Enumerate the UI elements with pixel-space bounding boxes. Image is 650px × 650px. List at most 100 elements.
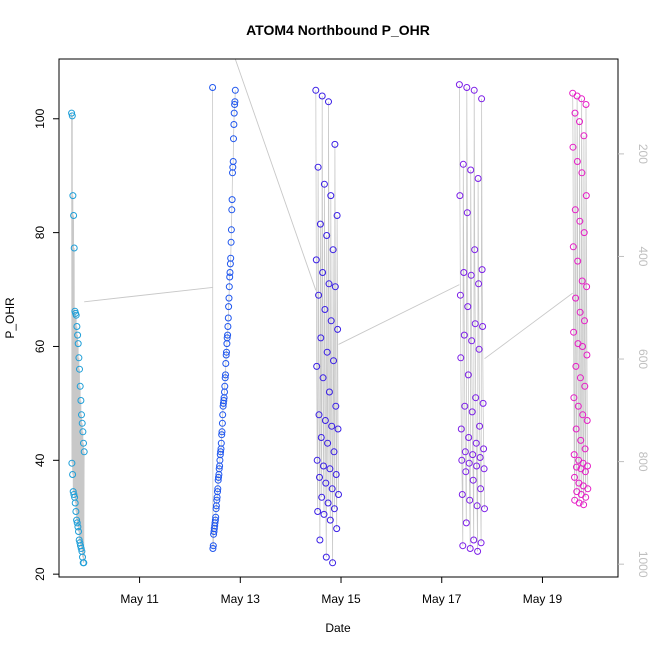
data-point [318, 92, 326, 100]
data-point [326, 465, 334, 473]
data-point [470, 86, 478, 94]
data-point [324, 439, 332, 447]
data-point [76, 365, 83, 373]
data-point [465, 434, 473, 441]
data-point [222, 351, 230, 359]
data-point [320, 510, 328, 518]
data-point [328, 422, 336, 430]
data-point [575, 499, 583, 507]
data-point [576, 308, 584, 316]
gap-connector-line [234, 58, 317, 291]
data-point [77, 545, 85, 552]
data-point [457, 425, 465, 433]
data-point [333, 525, 341, 533]
data-point [209, 545, 217, 552]
y2-tick-label: 400 [636, 246, 650, 266]
data-point [70, 212, 78, 219]
data-point [476, 454, 484, 461]
x-tick-label: May 15 [321, 592, 361, 606]
data-point [212, 505, 220, 513]
data-point [475, 345, 483, 353]
data-point [218, 428, 226, 436]
data-point [328, 485, 336, 493]
data-point [226, 269, 234, 276]
data-point [321, 306, 329, 313]
data-point [460, 269, 468, 276]
data-point [580, 501, 588, 509]
data-point [74, 523, 82, 531]
data-point [582, 101, 590, 108]
data-point [466, 496, 474, 504]
data-point [574, 402, 582, 410]
data-point [464, 371, 472, 379]
data-point [573, 463, 580, 471]
data-point [70, 491, 78, 498]
data-point [572, 362, 580, 370]
data-point [569, 143, 577, 151]
data-point [329, 559, 337, 567]
data-point [217, 448, 225, 456]
data-point [226, 260, 234, 268]
data-point [333, 212, 341, 219]
data-point [329, 246, 337, 254]
data-point [569, 243, 577, 251]
data-point [78, 419, 86, 427]
data-point [315, 291, 323, 299]
data-point [334, 325, 342, 333]
data-point [314, 163, 322, 171]
data-point [68, 112, 76, 120]
data-point [330, 357, 337, 365]
data-point [570, 328, 578, 336]
data-point [319, 374, 327, 382]
data-point [477, 485, 485, 493]
data-point [321, 417, 329, 424]
data-point [473, 502, 481, 510]
gap-connector-line [338, 284, 460, 345]
data-point [79, 428, 87, 436]
data-point [230, 109, 238, 117]
data-point [227, 226, 235, 234]
data-point [573, 158, 581, 165]
y2-tick-label: 200 [636, 144, 650, 164]
x-axis-label: Date [325, 621, 351, 635]
data-points [68, 81, 592, 567]
data-point [459, 542, 467, 550]
data-point [231, 101, 239, 108]
data-point [465, 459, 473, 467]
data-point [469, 476, 477, 484]
x-axis: May 11 May 13 May 15 May 17 May 19 [120, 577, 562, 606]
data-point [576, 217, 584, 225]
data-point [68, 109, 76, 117]
data-point [464, 303, 472, 311]
data-point [324, 499, 332, 507]
data-point [580, 229, 588, 237]
data-point [579, 411, 587, 419]
data-point [230, 135, 237, 143]
data-point [228, 206, 236, 214]
data-point [576, 118, 583, 126]
data-point [75, 354, 83, 362]
data-point [458, 456, 466, 464]
data-point [71, 499, 79, 507]
data-point [78, 411, 85, 419]
data-point [577, 436, 585, 444]
gap-connector-line [484, 292, 573, 360]
data-point [583, 417, 591, 424]
data-point [472, 394, 480, 402]
data-point [74, 340, 82, 348]
data-point [323, 348, 331, 356]
data-point [218, 419, 226, 427]
data-point [316, 536, 324, 544]
data-point [316, 473, 323, 481]
y-axis: 20 40 60 80 100 [33, 108, 59, 581]
data-point [466, 545, 474, 552]
data-point [578, 95, 586, 103]
data-point [70, 244, 78, 252]
x-tick-label: May 17 [422, 592, 462, 606]
data-point [73, 519, 81, 527]
data-point [224, 323, 232, 330]
data-point [570, 451, 578, 459]
data-point [571, 109, 579, 117]
data-point [320, 180, 328, 188]
data-point [580, 132, 588, 140]
